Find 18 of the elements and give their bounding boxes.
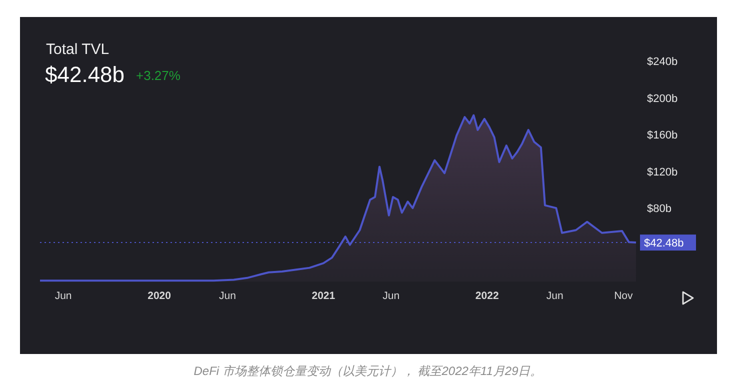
chart-title: Total TVL (46, 41, 110, 58)
x-tick-label: Jun (218, 290, 236, 302)
x-tick-label: Jun (54, 290, 72, 302)
x-tick-label: Nov (614, 290, 634, 302)
text: DeFi 市场整体锁仓量变动（以美元计）， 截至2022年11月29日。 (194, 364, 542, 378)
y-tick-label: $240b (647, 56, 678, 68)
y-tick-label: $80b (647, 203, 672, 216)
x-tick-label: 2020 (148, 290, 172, 302)
chart-subtitle: $42.48b (45, 62, 125, 87)
annotation: +3.27% (136, 68, 181, 83)
x-tick-label: Jun (546, 290, 564, 302)
x-tick-label: Jun (382, 290, 400, 302)
y-tick-label: $120b (647, 166, 678, 178)
ref-line-label: $42.48b (644, 238, 684, 250)
x-tick-label: 2021 (312, 290, 336, 302)
y-tick-label: $160b (647, 130, 678, 142)
x-tick-label: 2022 (475, 290, 499, 302)
y-tick-label: $200b (647, 92, 678, 105)
